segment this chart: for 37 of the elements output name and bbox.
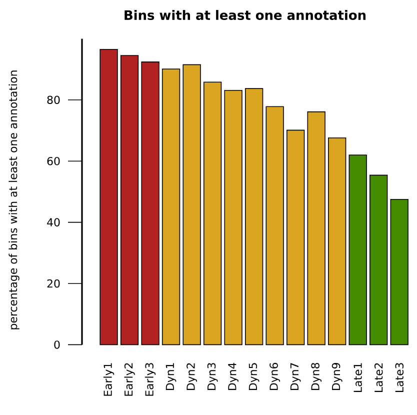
bar xyxy=(286,130,305,346)
x-tick-label: Dyn7 xyxy=(290,363,301,390)
bar xyxy=(162,68,180,346)
y-axis-title: percentage of bins with at least one annotation xyxy=(8,70,20,330)
chart-title: Bins with at least one annotation xyxy=(124,10,366,20)
bar xyxy=(370,174,388,346)
bar xyxy=(266,106,284,346)
x-tick-label: Dyn4 xyxy=(228,362,238,390)
bar xyxy=(328,137,346,346)
bar xyxy=(348,154,367,346)
y-tick-label: 80 xyxy=(47,96,60,104)
bar xyxy=(203,82,222,346)
y-tick-label: 0 xyxy=(54,340,60,349)
y-tick-label: 20 xyxy=(47,279,60,288)
y-tick-label: 40 xyxy=(47,218,60,226)
bar xyxy=(224,90,242,346)
x-tick-label: Dyn8 xyxy=(311,362,322,390)
x-tick-label: Late2 xyxy=(374,363,383,392)
x-tick-label: Dyn1 xyxy=(166,363,176,390)
x-tick-label: Dyn2 xyxy=(186,363,198,390)
x-tick-label: Late1 xyxy=(354,363,362,392)
x-tick-label: Early1 xyxy=(103,363,114,396)
x-tick-label: Dyn3 xyxy=(207,363,218,390)
bar xyxy=(141,62,160,346)
bar xyxy=(307,111,326,346)
bar xyxy=(390,198,408,346)
bar xyxy=(182,64,201,346)
x-tick-label: Early2 xyxy=(124,363,135,396)
x-tick-label: Dyn6 xyxy=(270,362,280,390)
bar xyxy=(100,49,118,346)
x-tick-label: Dyn5 xyxy=(248,363,260,390)
y-tick-label: 60 xyxy=(47,156,60,166)
bar xyxy=(244,88,264,346)
x-tick-label: Dyn9 xyxy=(332,362,342,390)
x-tick-label: Early3 xyxy=(144,363,156,396)
bar xyxy=(120,55,139,346)
x-tick-label: Late3 xyxy=(395,363,404,392)
